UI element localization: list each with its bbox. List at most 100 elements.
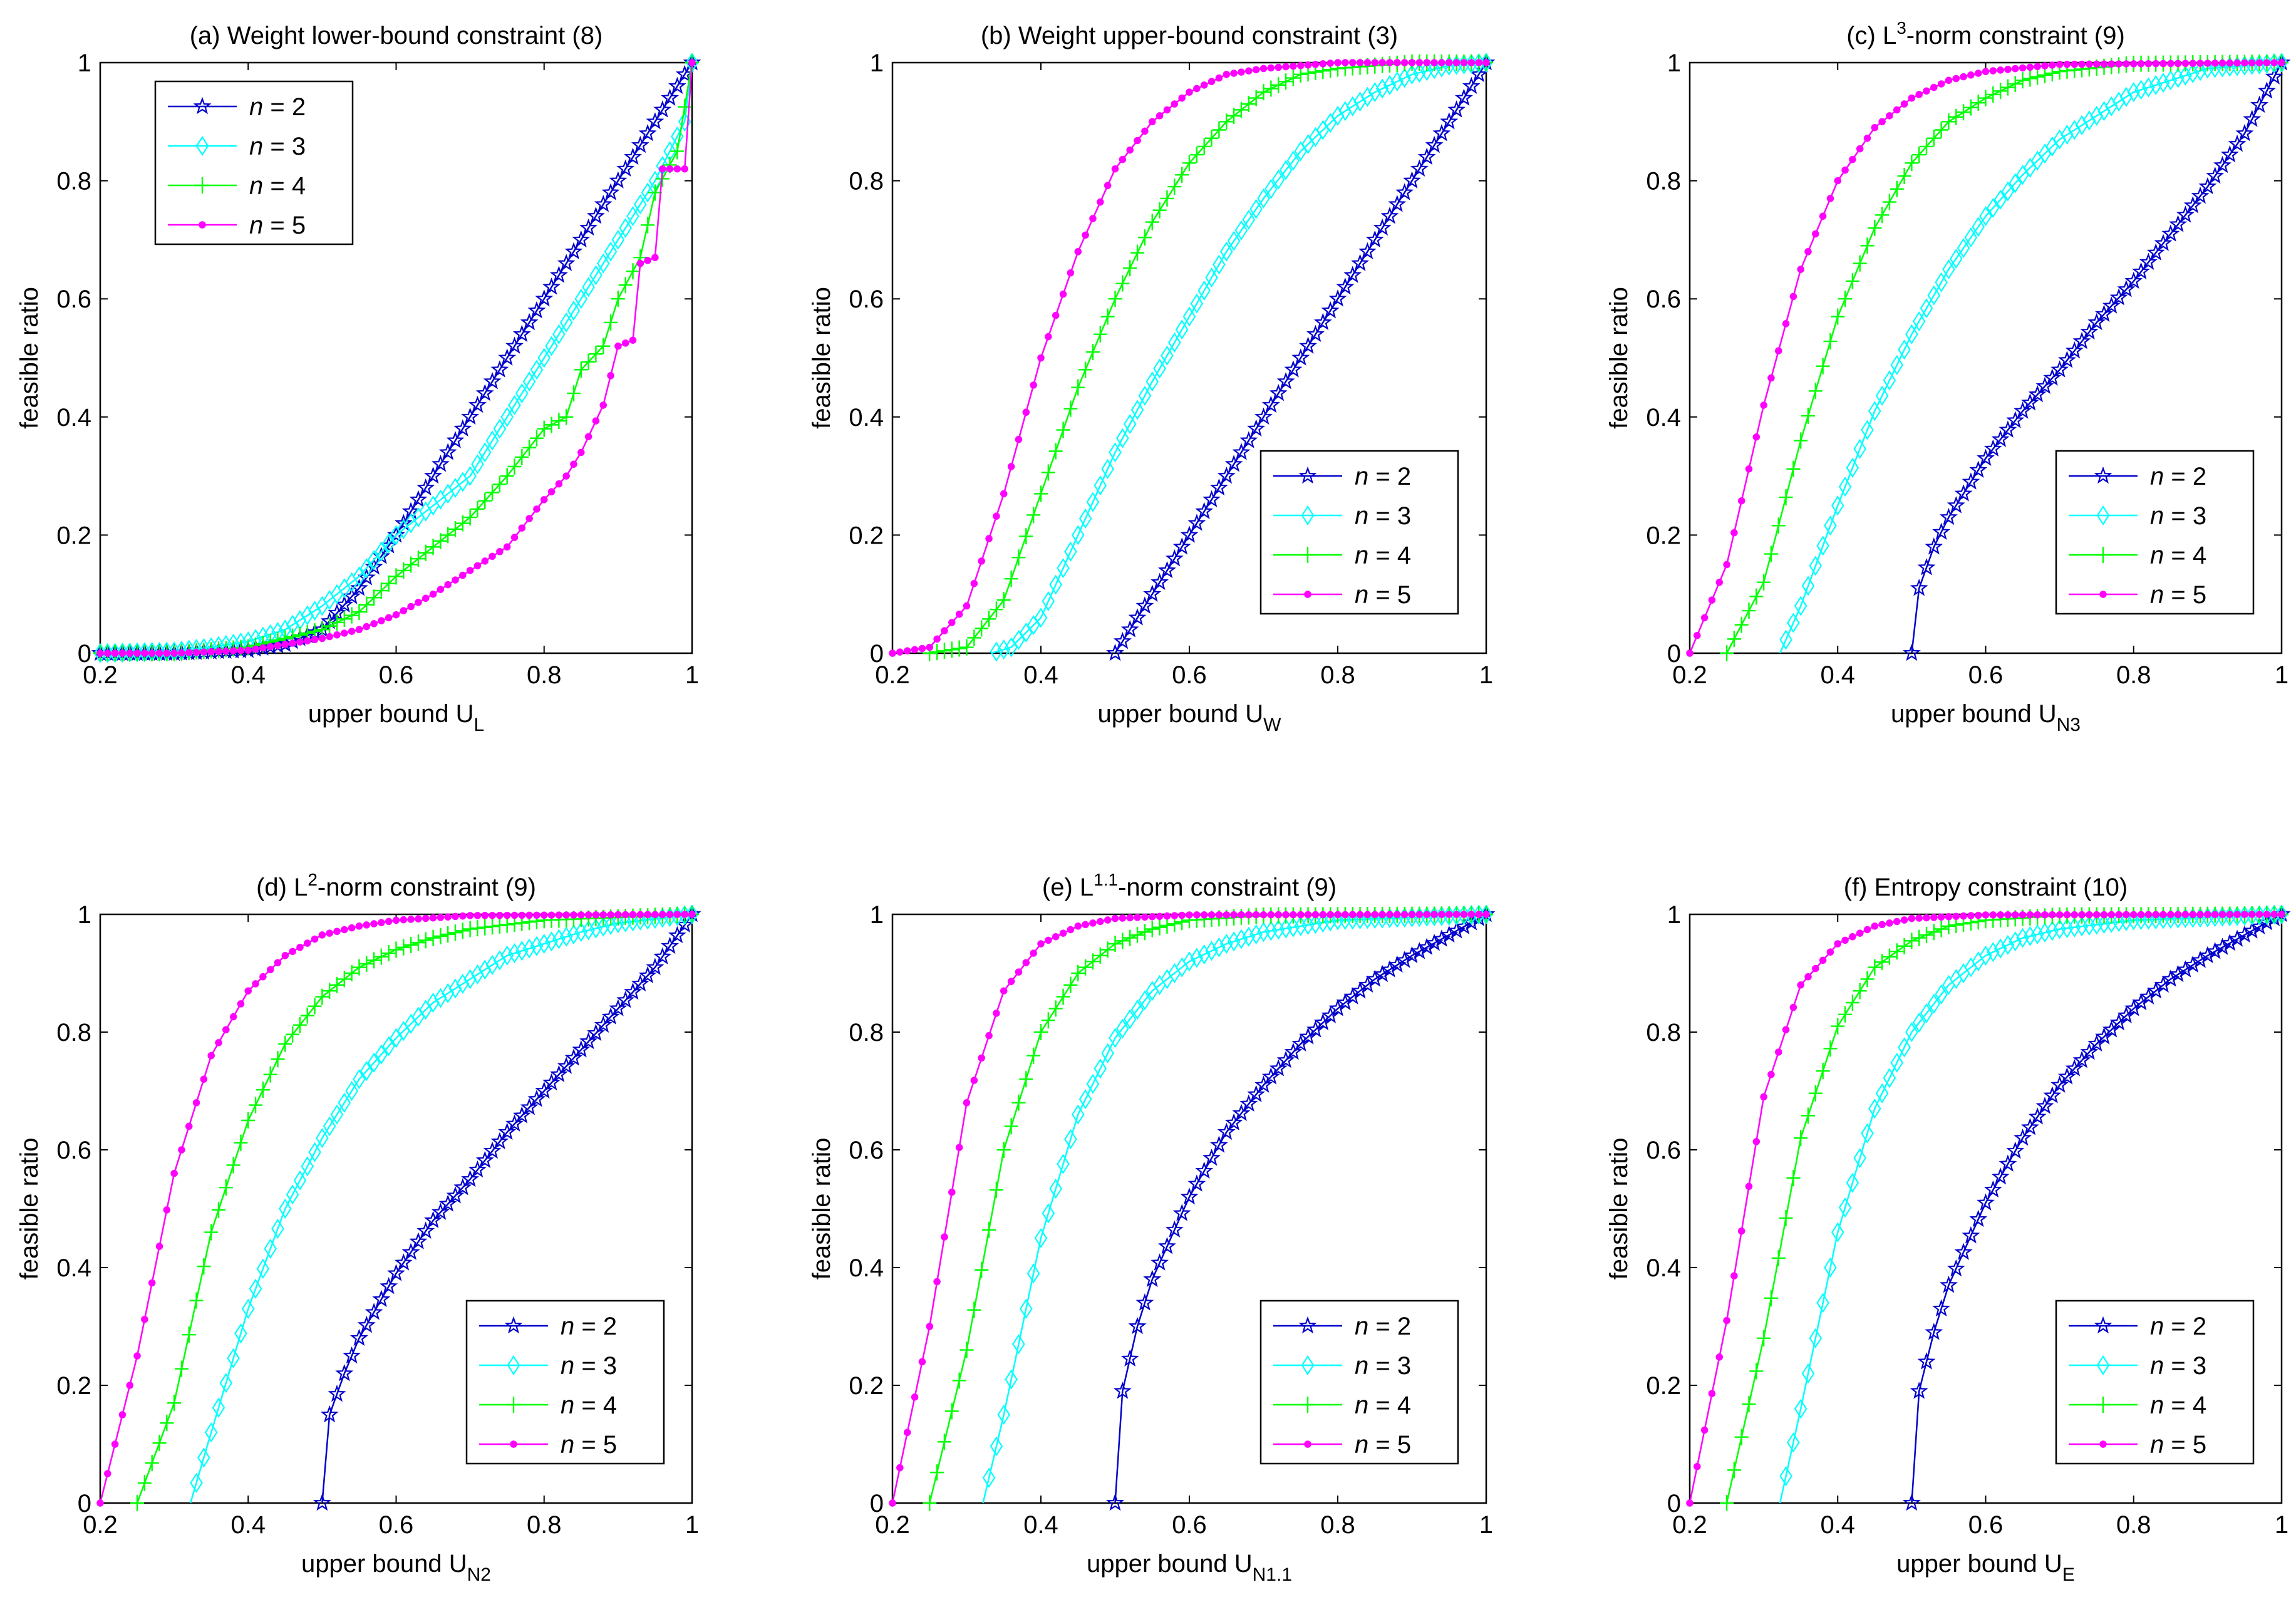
chart-f-ytick-label: 0.4 — [1646, 1254, 1681, 1282]
chart-b-xtick-label: 0.2 — [875, 661, 910, 689]
chart-f-ytick-label: 1 — [1667, 901, 1681, 929]
chart-c-legend-label: n = 5 — [2150, 581, 2206, 609]
chart-c-series-n5 — [1686, 59, 2285, 657]
chart-c-ytick-label: 0.6 — [1646, 286, 1681, 313]
chart-e-legend-label: n = 2 — [1355, 1313, 1411, 1340]
chart-d-xtick-label: 0.4 — [230, 1511, 266, 1539]
chart-a-legend-label: n = 4 — [249, 172, 306, 200]
chart-f-markers-n3 — [1779, 905, 2288, 1487]
chart-f-markers-n2 — [1902, 905, 2291, 1511]
chart-d-xtick-label: 0.2 — [83, 1511, 118, 1539]
chart-a-ylabel: feasible ratio — [16, 287, 43, 429]
chart-b-title: (b) Weight upper-bound constraint (3) — [981, 22, 1398, 49]
chart-c-ylabel: feasible ratio — [1605, 287, 1633, 429]
chart-f-xtick-label: 0.8 — [2116, 1511, 2151, 1539]
chart-a-legend-label: n = 5 — [249, 212, 306, 239]
chart-b: 0.2 0.4 0.6 0.8 100.20.40.60.81(b) Weight up… — [808, 22, 1496, 735]
chart-d-ytick-label: 0.6 — [56, 1137, 91, 1164]
chart-b-legend-entry-n5: n = 5 — [1273, 581, 1411, 609]
chart-d-ytick-label: 0.8 — [56, 1019, 91, 1046]
chart-c-legend-entry-n3: n = 3 — [2069, 502, 2206, 530]
chart-a-legend-entry-n2: n = 2 — [168, 93, 306, 121]
chart-f-xtick-label: 0.4 — [1820, 1511, 1855, 1539]
chart-f-legend-entry-n3: n = 3 — [2069, 1352, 2206, 1380]
chart-f-markers-n5 — [1686, 911, 2285, 1507]
chart-f-legend-label: n = 2 — [2150, 1313, 2206, 1340]
chart-c: 0.2 0.4 0.6 0.8 100.20.40.60.81(c) L3-norm c… — [1605, 18, 2291, 735]
chart-e-legend: n = 2 n = 3 n = 4 n = 5 — [1259, 1300, 1459, 1465]
chart-c-line-n2 — [1911, 62, 2283, 654]
chart-e-ytick-label: 0 — [870, 1490, 884, 1517]
chart-f-ytick-label: 0.8 — [1646, 1019, 1681, 1046]
chart-c-legend-entry-n4: n = 4 — [2069, 542, 2206, 569]
chart-d-xtick-label: 1 — [685, 1511, 699, 1539]
chart-d-ytick-label: 0.2 — [56, 1372, 91, 1400]
chart-d-series-n5 — [96, 911, 696, 1507]
chart-e-series-n5 — [889, 911, 1490, 1507]
chart-f-ytick-label: 0.2 — [1646, 1372, 1681, 1400]
chart-c-legend-entry-n2: n = 2 — [2069, 463, 2206, 490]
chart-c-legend-label: n = 2 — [2150, 463, 2206, 490]
chart-c-legend-label: n = 4 — [2150, 542, 2206, 569]
chart-f-xtick-label: 0.2 — [1672, 1511, 1707, 1539]
chart-c-xtick-label: 0.2 — [1672, 661, 1707, 689]
chart-a-series-n5 — [96, 59, 696, 657]
chart-b-xtick-label: 1 — [1479, 661, 1493, 689]
chart-e-legend-label: n = 3 — [1355, 1352, 1411, 1380]
chart-e-xtick-label: 0.2 — [875, 1511, 910, 1539]
chart-b-xlabel: upper bound UW — [1098, 700, 1282, 735]
chart-e-ylabel: feasible ratio — [808, 1138, 835, 1280]
chart-e-title: (e) L1.1-norm constraint (9) — [1042, 870, 1337, 901]
chart-f-legend-entry-n4: n = 4 — [2069, 1392, 2206, 1419]
chart-b-legend-entry-n4: n = 4 — [1273, 542, 1411, 569]
chart-f-legend-entry-n5: n = 5 — [2069, 1431, 2206, 1459]
chart-c-ytick-label: 1 — [1667, 49, 1681, 77]
chart-a-markers-n5 — [96, 59, 696, 657]
chart-a-xtick-label: 1 — [685, 661, 699, 689]
chart-d-legend-label: n = 2 — [561, 1313, 617, 1340]
chart-c-xtick-label: 0.4 — [1820, 661, 1855, 689]
chart-f-ylabel: feasible ratio — [1605, 1138, 1633, 1280]
chart-d-legend: n = 2 n = 3 n = 4 n = 5 — [465, 1300, 665, 1465]
chart-a-legend-entry-n4: n = 4 — [168, 172, 306, 200]
chart-f-legend: n = 2 n = 3 n = 4 n = 5 — [2055, 1300, 2255, 1465]
chart-e: 0.2 0.4 0.6 0.8 100.20.40.60.81(e) L1.1-norm… — [808, 870, 1496, 1585]
chart-f-xtick-label: 1 — [2275, 1511, 2288, 1539]
chart-a-legend-entry-n3: n = 3 — [168, 133, 306, 160]
chart-d-markers-n2 — [313, 905, 701, 1511]
chart-e-legend-label: n = 4 — [1355, 1392, 1411, 1419]
chart-f-series-n2 — [1902, 905, 2291, 1511]
chart-a-legend-box — [154, 80, 354, 245]
chart-b-xtick-label: 0.6 — [1172, 661, 1207, 689]
chart-e-ytick-label: 0.4 — [849, 1254, 884, 1282]
chart-c-legend-entry-n5: n = 5 — [2069, 581, 2206, 609]
chart-a-xtick-label: 0.8 — [527, 661, 562, 689]
chart-d-title: (d) L2-norm constraint (9) — [256, 870, 536, 901]
chart-f-xtick-label: 0.6 — [1968, 1511, 2004, 1539]
chart-a: 0.2 0.4 0.6 0.8 100.20.40.60.81(a) Weight lo… — [16, 22, 701, 735]
chart-b-legend-entry-n3: n = 3 — [1273, 502, 1411, 530]
chart-e-xtick-label: 1 — [1479, 1511, 1493, 1539]
chart-d-legend-entry-n2: n = 2 — [479, 1313, 617, 1340]
chart-c-legend-box — [2055, 450, 2255, 615]
chart-b-legend: n = 2 n = 3 n = 4 n = 5 — [1259, 450, 1459, 615]
chart-b-legend-label: n = 5 — [1355, 581, 1411, 609]
chart-d-markers-n5 — [96, 911, 696, 1507]
chart-e-legend-entry-n4: n = 4 — [1273, 1392, 1411, 1419]
chart-d-legend-label: n = 5 — [561, 1431, 617, 1459]
chart-e-markers-n5 — [889, 911, 1490, 1507]
chart-f-line-n2 — [1911, 913, 2282, 1504]
chart-d-ytick-label: 1 — [78, 901, 91, 929]
chart-f-legend-label: n = 4 — [2150, 1392, 2206, 1419]
chart-a-ytick-label: 0.8 — [56, 168, 91, 195]
chart-c-ytick-label: 0.4 — [1646, 404, 1681, 432]
chart-a-xtick-label: 0.6 — [379, 661, 414, 689]
chart-a-xtick-label: 0.4 — [230, 661, 266, 689]
chart-d-legend-entry-n5: n = 5 — [479, 1431, 617, 1459]
chart-a-ytick-label: 0.4 — [56, 404, 91, 432]
chart-c-legend-label: n = 3 — [2150, 502, 2206, 530]
chart-f-legend-entry-n2: n = 2 — [2069, 1313, 2206, 1340]
chart-d-series-n2 — [313, 905, 701, 1511]
chart-c-ytick-label: 0 — [1667, 640, 1681, 668]
